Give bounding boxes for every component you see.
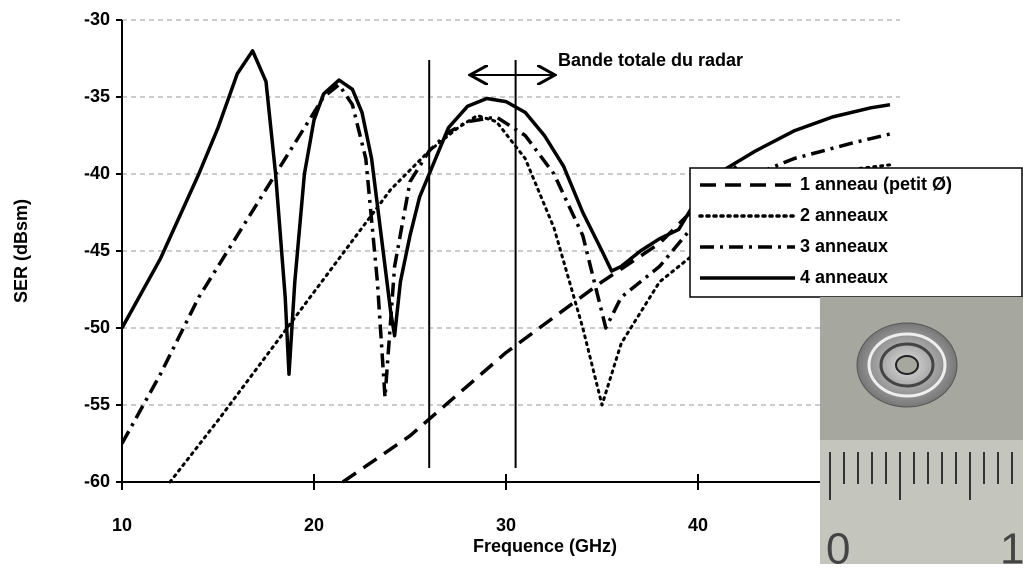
y-tick-label: -35 [84,86,110,106]
ruler [820,440,1023,564]
ring-hole [895,355,919,375]
y-tick-label: -55 [84,394,110,414]
y-tick-label: -60 [84,471,110,491]
x-axis-title: Frequence (GHz) [473,536,617,556]
y-axis-title: SER (dBsm) [11,199,31,303]
series-line [122,49,891,376]
legend: 1 anneau (petit Ø) 2 anneaux 3 anneaux 4 an… [689,167,1023,298]
ring [867,332,947,398]
y-tick-label: -40 [84,163,110,183]
x-tick-label: 20 [304,515,324,535]
series-line [341,165,738,484]
annotation: Bande totale du radar [558,50,743,70]
legend-box [689,167,1023,298]
legend-label: 4 anneaux [800,267,888,287]
x-tick-label: 10 [112,515,132,535]
photo: 0 1 [820,297,1023,569]
y-tick-label: -30 [84,9,110,29]
ring [879,342,935,388]
legend-label: 2 anneaux [800,205,888,225]
legend-label: 3 anneaux [800,236,888,256]
y-tick-label: -45 [84,240,110,260]
legend-label: 1 anneau (petit Ø) [800,174,952,194]
photo-label: 1 [1000,525,1023,564]
series-line [122,82,891,445]
y-tick-label: -50 [84,317,110,337]
x-tick-label: 30 [496,515,516,535]
x-tick-label: 40 [688,515,708,535]
photo-label: 0 [826,525,850,564]
